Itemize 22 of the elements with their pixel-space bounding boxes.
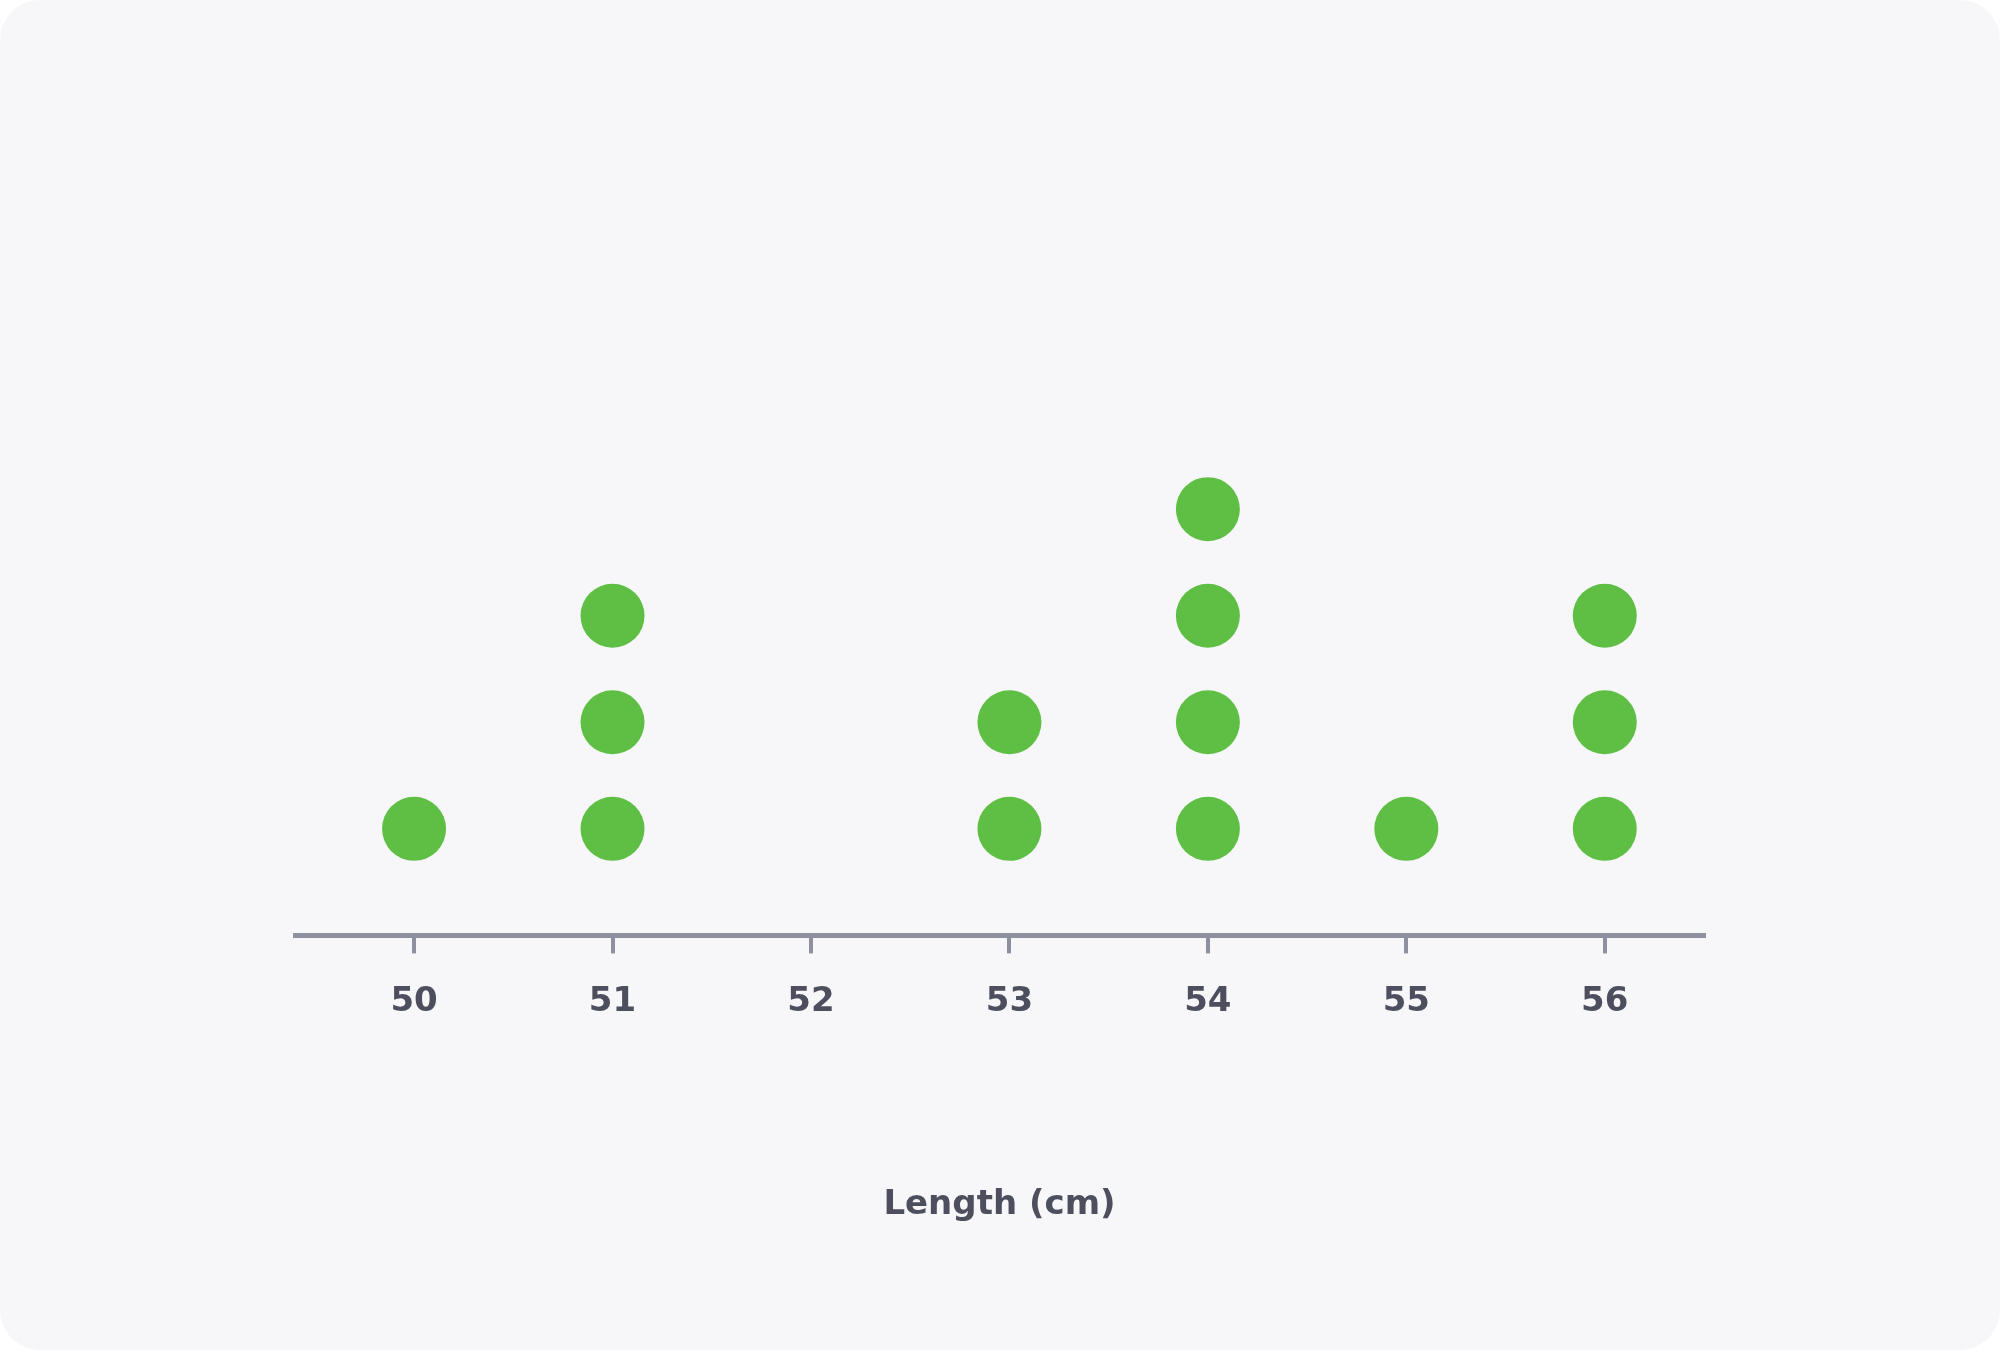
point (1572, 796, 1637, 861)
point (580, 796, 645, 861)
point (382, 796, 447, 861)
x-tick-label: 51 (588, 978, 637, 1019)
point (580, 583, 645, 648)
x-tick-label: 54 (1184, 978, 1232, 1019)
x-axis-title: Length (cm) (883, 1182, 1116, 1223)
point (1572, 583, 1637, 648)
x-tick-label: 55 (1382, 978, 1430, 1019)
x-tick-label: 52 (787, 978, 835, 1019)
point (977, 796, 1042, 861)
x-tick-label: 56 (1581, 978, 1629, 1019)
point (1572, 690, 1637, 755)
point (977, 690, 1042, 755)
point (1175, 796, 1240, 861)
x-tick-label: 53 (985, 978, 1034, 1019)
point (580, 690, 645, 755)
point (1374, 796, 1439, 861)
point (1175, 583, 1240, 648)
point (1175, 477, 1240, 542)
point (1175, 690, 1240, 755)
x-tick-label: 50 (390, 978, 438, 1019)
